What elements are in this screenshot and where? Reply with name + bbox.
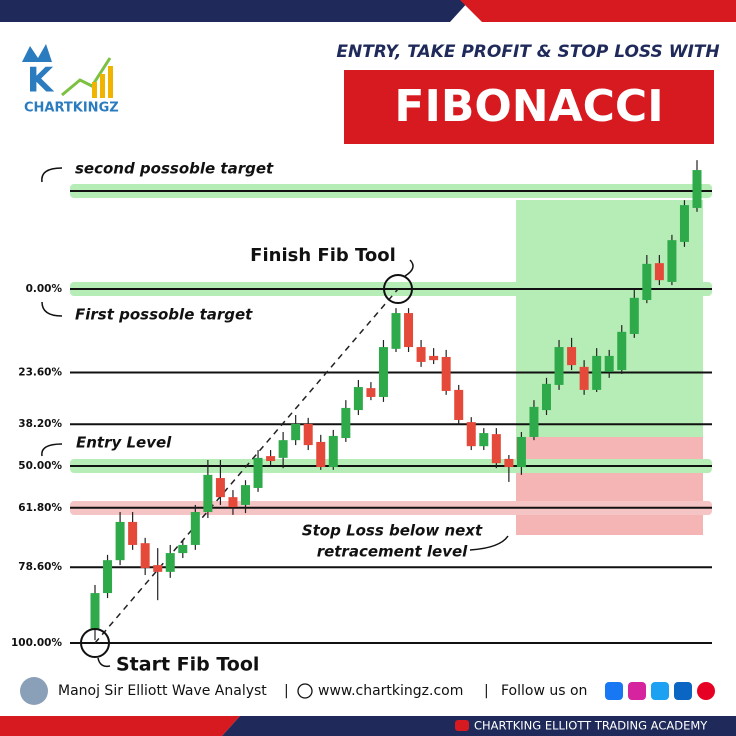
svg-text:K: K [27,61,55,101]
title: FIBONACCI [394,81,663,132]
candle-body [190,512,200,545]
y-tick-label: 100.00% [11,637,63,649]
avatar [20,677,48,705]
candle-body [341,407,351,439]
candle-body [153,565,163,572]
globe-icon [297,683,313,699]
candle-body [654,263,664,281]
candle-body [692,170,702,208]
y-tick-label: 0.00% [26,283,63,295]
annotation: Finish Fib Tool [250,245,396,266]
arrow [41,167,63,183]
logo: K CHARTKINGZ [22,44,119,116]
instagram-icon[interactable] [628,682,646,700]
candle-body [579,366,589,390]
top-band [0,0,470,22]
author: Manoj Sir Elliott Wave Analyst [58,683,267,699]
candle-body [617,331,627,371]
annotation: Entry Level [76,434,172,452]
candle-body [642,263,652,300]
candle-body [228,497,238,508]
candle-body [366,388,376,397]
arrow [41,443,63,457]
annotation: second possoble target [75,160,274,178]
candle-body [516,436,526,468]
facebook-icon[interactable] [605,682,623,700]
subtitle: ENTRY, TAKE PROFIT & STOP LOSS WITH [336,42,719,62]
candle-body [479,433,489,447]
candle-body [303,423,313,446]
top-band [460,0,736,22]
candle-body [542,383,551,411]
fib-tool-line [94,288,399,644]
bottom-band [0,716,240,736]
candle-body [391,313,401,349]
candle-body [504,458,514,468]
candle-body [328,435,338,468]
y-tick-label: 61.80% [18,502,62,514]
candle-body [491,434,501,464]
candle-body [291,423,301,441]
candle-body [241,485,250,505]
website[interactable]: www.chartkingz.com [318,683,463,699]
candle-body [592,355,602,390]
candle-body [454,389,464,420]
academy: CHARTKING ELLIOTT TRADING ACADEMY [474,719,708,733]
annotation: First possoble target [75,306,253,324]
youtube-icon [455,720,469,731]
start-circle [80,628,110,658]
arrow [41,301,63,317]
annotation: retracement level [317,543,468,561]
candle-body [604,355,614,372]
candle-body [404,313,414,348]
candle-body [115,521,125,561]
separator: | [484,683,489,699]
candle-body [679,205,689,242]
candle-body [90,593,100,630]
y-tick-label: 38.20% [18,418,62,430]
arrow [97,657,111,668]
candle-body [203,474,213,513]
candle-body [128,521,138,545]
candle-body [178,544,188,554]
candle-body [103,560,113,594]
title-box [344,70,714,144]
logo-text: CHARTKINGZ [24,101,119,116]
candle-body [416,347,426,362]
separator: | [284,683,289,699]
candle-body [554,347,564,385]
candle-body [667,240,677,282]
arrow [469,535,509,551]
candle-body [353,387,363,411]
y-tick-label: 23.60% [18,367,62,379]
candle-body [629,297,639,334]
candle-body [567,347,577,366]
candle-body [215,478,225,498]
annotation: Stop Loss below next [302,522,483,540]
candle-body [466,422,476,447]
candle-body [165,553,175,572]
annotation: Start Fib Tool [116,654,259,676]
bottom-band [222,716,736,736]
finish-circle [383,274,413,304]
twitter-icon[interactable] [651,682,669,700]
candle-body [278,440,288,458]
pinterest-icon[interactable] [697,682,715,700]
y-tick-label: 50.00% [18,460,62,472]
candle-body [529,406,539,437]
candle-body [441,356,451,391]
candle-body [378,347,388,397]
candle-body [316,441,326,468]
candle-body [253,457,263,488]
stop-loss-zone [516,437,703,535]
candle-body [429,355,439,361]
candle-body [266,456,276,462]
linkedin-icon[interactable] [674,682,692,700]
follow-text: Follow us on [501,683,587,699]
arrow [404,259,414,277]
candle-body [140,543,150,568]
y-tick-label: 78.60% [18,561,62,573]
